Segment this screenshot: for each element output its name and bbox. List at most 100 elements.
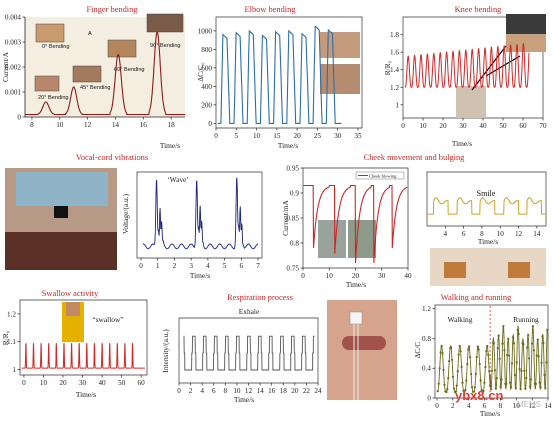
- walking-ylabel: ΔC/C: [413, 342, 422, 359]
- vocal-xtick-label-2: 2: [173, 262, 177, 270]
- knee-xtick-label-3: 30: [459, 122, 467, 130]
- vocal-sensor: [54, 206, 68, 218]
- walking-point-30: [465, 379, 468, 382]
- cheek-legend-label: Cheek blowing: [369, 174, 397, 179]
- walking-point-39: [473, 386, 476, 389]
- finger-ytick-label-4: 0.004: [5, 14, 22, 22]
- walking-xtick-label-7: 14: [544, 402, 552, 410]
- elbow-xtick-label-3: 15: [273, 132, 281, 140]
- vocal-title: Vocal-cord vibrations: [76, 153, 148, 162]
- vocal-xtick-label-1: 1: [156, 262, 160, 270]
- knee-xtick-label-5: 50: [499, 122, 507, 130]
- finger-ann-60: 60° Bending: [114, 67, 145, 73]
- elbow-ytick-label-3: 600: [201, 64, 212, 72]
- walking-point-91: [523, 369, 526, 372]
- knee-photo-straight-leg: [506, 34, 546, 52]
- knee-title: Knee bending: [455, 5, 503, 14]
- respiration-xtick-label-7: 14: [256, 387, 264, 395]
- walking-point-74: [507, 337, 510, 340]
- walking-point-79: [511, 336, 515, 339]
- walking-point-94: [526, 346, 529, 349]
- swallow-ylabel: R/R₀: [1, 330, 10, 345]
- respiration-xtick-label-0: 0: [177, 387, 181, 395]
- cheek-ytick-label-4: 0.95: [286, 165, 299, 173]
- walking-point-66: [499, 385, 502, 388]
- walking-xtick-label-5: 10: [513, 402, 521, 410]
- knee-xtick-label-1: 10: [419, 122, 427, 130]
- finger-plot: 8 10 12 14 16 18 0 0.001 0.002 0.003 0.004: [5, 14, 185, 129]
- walking-point-87: [519, 388, 522, 391]
- swallow-xtick-label-3: 30: [79, 379, 87, 387]
- elbow-xtick-label-6: 30: [334, 132, 342, 140]
- elbow-ytick-label-2: 400: [201, 83, 212, 91]
- swallow-panel: Swallow activity “swallow” R/R₀ Time/s 0…: [1, 289, 148, 399]
- walking-point-43: [477, 348, 480, 351]
- cheek-panel: Cheek movement and bulging Cheek blowing…: [281, 153, 465, 289]
- vocal-xtick-label-0: 0: [139, 262, 143, 270]
- finger-ytick-label-1: 0.001: [5, 89, 22, 97]
- finger-ylabel: Current/A: [1, 51, 10, 82]
- respiration-wires: [353, 324, 359, 400]
- cheek-ytick-label-1: 0.8: [290, 240, 299, 248]
- walking-point-45: [479, 379, 482, 382]
- finger-panel: Finger bending A 0° Bending 20° Bending …: [1, 5, 185, 150]
- walking-point-106: [537, 355, 540, 358]
- smile-plot: 4 6 8 10 12 14: [427, 197, 545, 238]
- walking-point-1: [437, 382, 440, 385]
- respiration-xlabel: Time/s: [234, 395, 254, 404]
- elbow-ytick-label-4: 800: [201, 46, 212, 54]
- walking-point-69: [502, 325, 505, 328]
- swallow-xtick-label-2: 20: [59, 379, 67, 387]
- knee-ytick-label-0: 1: [395, 101, 399, 109]
- knee-ytick-label-1: 1.2: [390, 84, 399, 92]
- respiration-xtick-label-3: 6: [212, 387, 216, 395]
- finger-xtick-label-3: 14: [112, 121, 120, 129]
- walking-point-60: [493, 369, 496, 372]
- vocal-plot: 0 1 2 3 4 5 6 7: [139, 177, 260, 270]
- photo-60deg: [107, 39, 137, 58]
- knee-ytick-label-4: 1.8: [390, 31, 399, 39]
- walking-point-75: [508, 354, 511, 357]
- walking-point-28: [463, 390, 466, 394]
- respiration-frame: [178, 317, 319, 384]
- walking-point-100: [531, 325, 535, 328]
- walking-point-6: [442, 368, 445, 371]
- cheek-xlabel: Time/s: [346, 280, 366, 289]
- knee-ytick-label-2: 1.4: [390, 66, 399, 74]
- walking-plot: 0 2 4 6 8 10 12 14 0 0.4 0.8 1.2: [422, 305, 552, 410]
- walking-ytick-label-1: 0.4: [422, 365, 431, 373]
- walking-point-76: [509, 381, 512, 384]
- walking-point-104: [535, 354, 538, 357]
- walking-point-88: [520, 369, 523, 372]
- walking-point-115: [546, 328, 549, 331]
- elbow-series-line: [218, 25, 342, 124]
- walking-xtick-label-2: 4: [467, 402, 471, 410]
- cheek-xtick-label-1: 10: [326, 272, 334, 280]
- walking-title: Walking and running: [441, 293, 512, 302]
- walking-point-82: [514, 387, 517, 390]
- vocal-xtick-label-3: 3: [189, 262, 193, 270]
- walking-point-7: [443, 383, 446, 386]
- walking-point-63: [496, 347, 499, 350]
- photo-0deg: [35, 23, 65, 43]
- swallow-ytick-label-1: 1.1: [7, 338, 16, 346]
- vocal-xtick-label-4: 4: [206, 262, 210, 270]
- walking-point-0: [436, 390, 439, 393]
- respiration-xtick-label-8: 16: [268, 387, 276, 395]
- cheek-series-line: [303, 184, 408, 264]
- knee-ytick-label-3: 1.6: [390, 49, 399, 57]
- finger-ann-0: 0° Bending: [42, 44, 69, 50]
- swallow-ytick-label-2: 1.2: [7, 310, 16, 318]
- walking-point-32: [467, 348, 470, 351]
- walking-point-3: [439, 351, 442, 354]
- walking-point-70: [503, 349, 506, 352]
- walking-point-61: [494, 387, 497, 390]
- vocal-panel: Vocal-cord vibrations ‘Wave’ Voltage/(a.…: [5, 153, 263, 280]
- cheek-ytick-label-0: 0.75: [286, 265, 299, 273]
- cheek-legend-box: [355, 171, 405, 180]
- walking-point-93: [525, 376, 528, 379]
- respiration-panel: Respiration process Exhale Intensity/(a.…: [161, 293, 397, 404]
- walking-point-114: [545, 361, 548, 364]
- elbow-ytick-label-5: 1000: [198, 27, 213, 35]
- walking-point-67: [500, 378, 503, 381]
